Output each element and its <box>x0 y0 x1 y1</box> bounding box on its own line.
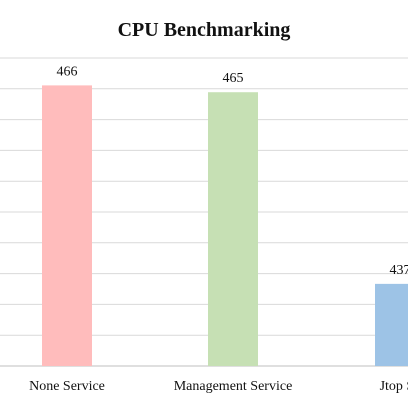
bar <box>208 92 258 366</box>
chart-title: CPU Benchmarking <box>118 19 291 41</box>
category-label: Management Service <box>174 379 293 394</box>
category-label: None Service <box>29 379 105 394</box>
bar <box>375 283 408 366</box>
data-label: 437 <box>390 263 408 278</box>
data-label: 466 <box>57 64 78 79</box>
bars <box>42 85 408 366</box>
category-labels: None Service Management Service Jtop Se <box>29 379 408 394</box>
data-labels: 466 465 437 <box>57 64 408 277</box>
bar <box>42 85 92 366</box>
data-label: 465 <box>223 71 244 86</box>
category-label: Jtop Se <box>380 379 408 394</box>
